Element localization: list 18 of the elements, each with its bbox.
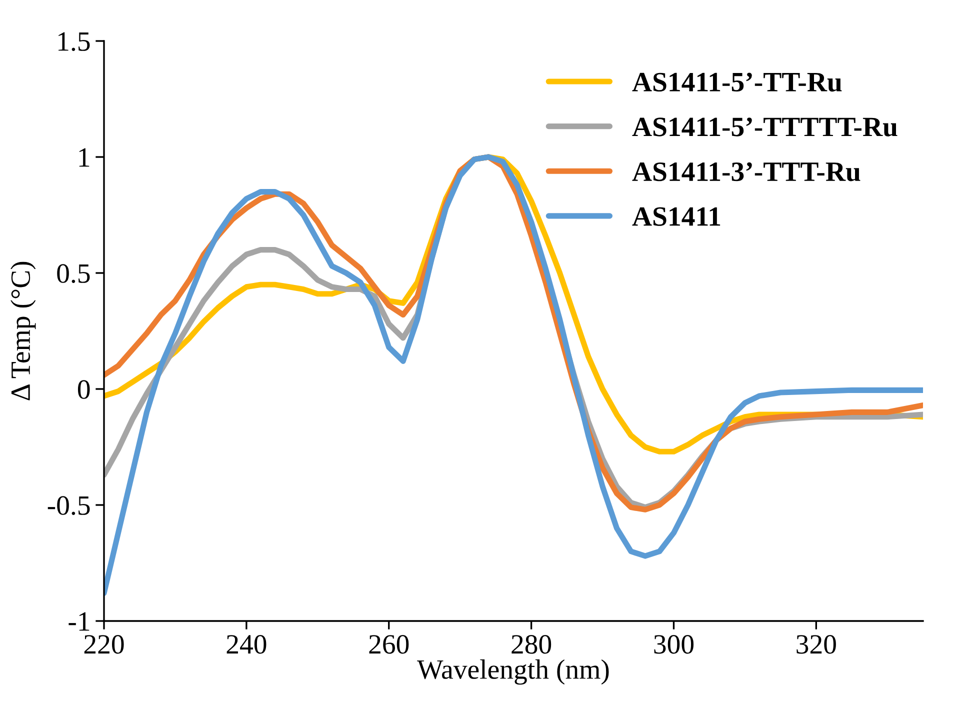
x-tick-label: 220 xyxy=(84,634,124,654)
y-tick-label: 1 xyxy=(79,148,90,167)
y-tick-label: -0.5 xyxy=(48,496,90,516)
y-tick-label: -1 xyxy=(68,612,90,631)
x-tick-label: 280 xyxy=(512,634,552,654)
x-tick-label: 300 xyxy=(654,634,694,654)
y-tick-label: 0.5 xyxy=(57,264,90,284)
x-tick-label: 320 xyxy=(796,634,836,654)
legend-label: AS1411-5’-TT-Ru xyxy=(632,72,842,92)
y-tick-label: 0 xyxy=(78,380,90,399)
y-axis-title: Δ Temp (°C) xyxy=(10,262,36,400)
x-axis-title: Wavelength (nm) xyxy=(417,659,609,685)
x-tick-label: 260 xyxy=(369,634,409,654)
legend-label: AS1411 xyxy=(632,207,720,226)
x-tick-label: 240 xyxy=(226,634,266,654)
y-tick-label: 1.5 xyxy=(58,32,90,52)
legend-label: AS1411-3’-TTT-Ru xyxy=(632,162,860,182)
legend-label: AS1411-5’-TTTTT-Ru xyxy=(632,118,898,136)
